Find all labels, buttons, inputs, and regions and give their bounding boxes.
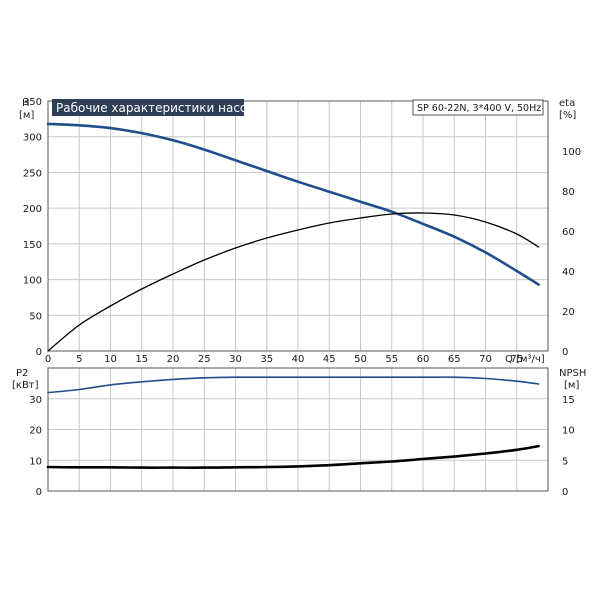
top-chart-tick-labels: 0 5 10 15 20 25 30 35 40 45 50 55 60 65 70 75 0 50 100 150 2… (23, 97, 581, 365)
npsh-tick-label: 5 (562, 456, 568, 467)
y-tick-label: 350 (23, 97, 42, 108)
x-tick-label: 15 (135, 354, 148, 365)
top-chart-series (46, 122, 540, 352)
p2-tick-label: 30 (29, 395, 42, 406)
x-tick-label: 75 (510, 354, 523, 365)
series-line-npsh (46, 444, 540, 469)
pump-info-label: SP 60-22N, 3*400 V, 50Hz (417, 103, 541, 114)
top-chart-frame (47, 100, 549, 352)
x-tick-label: 40 (292, 354, 305, 365)
y-tick-label: 100 (23, 276, 42, 287)
npsh-axis-label: NPSH (559, 368, 586, 379)
top-chart-grid (48, 101, 548, 351)
x-tick-label: 35 (260, 354, 273, 365)
x-tick-label: 55 (385, 354, 398, 365)
y2-tick-label: 0 (562, 347, 568, 358)
y-tick-label: 300 (23, 133, 42, 144)
x-tick-label: 65 (448, 354, 461, 365)
y2-tick-label: 20 (562, 307, 575, 318)
bottom-chart-tick-labels: 0 10 20 30 0 5 10 15 (29, 395, 574, 498)
bottom-chart-grid (48, 368, 548, 491)
y-tick-label: 0 (36, 347, 42, 358)
pump-info-box (412, 99, 544, 116)
chart-title: Рабочие характеристики насоса (56, 101, 261, 115)
y2-tick-label: 40 (562, 267, 575, 278)
npsh-tick-label: 15 (562, 395, 575, 406)
y2-tick-label: 100 (562, 147, 581, 158)
series-line-p2 (47, 376, 540, 394)
bottom-chart-series (46, 376, 540, 469)
y2-tick-label: 80 (562, 187, 575, 198)
y-tick-label: 200 (23, 204, 42, 215)
y-tick-label: 150 (23, 240, 42, 251)
y-tick-label: 250 (23, 168, 42, 179)
x-tick-label: 25 (198, 354, 211, 365)
p2-tick-label: 0 (36, 487, 42, 498)
p2-axis-label: P2 (16, 368, 28, 379)
p2-tick-label: 10 (29, 456, 42, 467)
chart-title-background (52, 99, 244, 116)
x-tick-label: 30 (229, 354, 242, 365)
y2-tick-label: 60 (562, 227, 575, 238)
x-tick-label: 45 (323, 354, 336, 365)
npsh-axis-unit: [м] (564, 380, 579, 391)
series-line-eta (47, 212, 540, 352)
x-tick-label: 5 (76, 354, 82, 365)
p2-tick-label: 20 (29, 426, 42, 437)
bottom-chart-frame (47, 367, 549, 492)
x-tick-label: 50 (354, 354, 367, 365)
x-tick-label: 0 (45, 354, 51, 365)
npsh-tick-label: 10 (562, 426, 575, 437)
p2-axis-unit: [кВт] (12, 380, 39, 391)
series-line-h (46, 122, 540, 286)
x-tick-label: 70 (479, 354, 492, 365)
y2-axis-label: eta (559, 98, 575, 109)
x-axis-label: Q [м³/ч] (505, 354, 545, 365)
x-tick-label: 20 (167, 354, 180, 365)
y2-axis-unit: [%] (559, 110, 576, 121)
npsh-tick-label: 0 (562, 487, 568, 498)
x-tick-label: 10 (104, 354, 117, 365)
x-tick-label: 60 (417, 354, 430, 365)
y-axis-label: H (22, 98, 30, 109)
y-axis-unit: [м] (19, 110, 34, 121)
y-tick-label: 50 (29, 311, 42, 322)
